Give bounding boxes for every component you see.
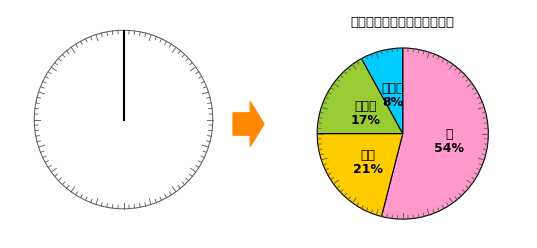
Text: （例）好きな動物（学級内）: （例）好きな動物（学級内）	[351, 16, 455, 29]
Text: その他: その他	[381, 82, 404, 95]
Wedge shape	[381, 48, 488, 219]
Text: 21%: 21%	[353, 163, 382, 176]
Wedge shape	[317, 134, 403, 217]
Wedge shape	[361, 48, 403, 134]
Text: ウサギ: ウサギ	[354, 100, 377, 113]
Text: 17%: 17%	[351, 114, 381, 127]
Text: 54%: 54%	[434, 142, 465, 155]
Text: ネコ: ネコ	[360, 149, 375, 162]
Text: 8%: 8%	[382, 96, 403, 109]
Wedge shape	[317, 59, 403, 134]
FancyArrow shape	[233, 102, 264, 146]
Text: 犬: 犬	[446, 128, 453, 141]
